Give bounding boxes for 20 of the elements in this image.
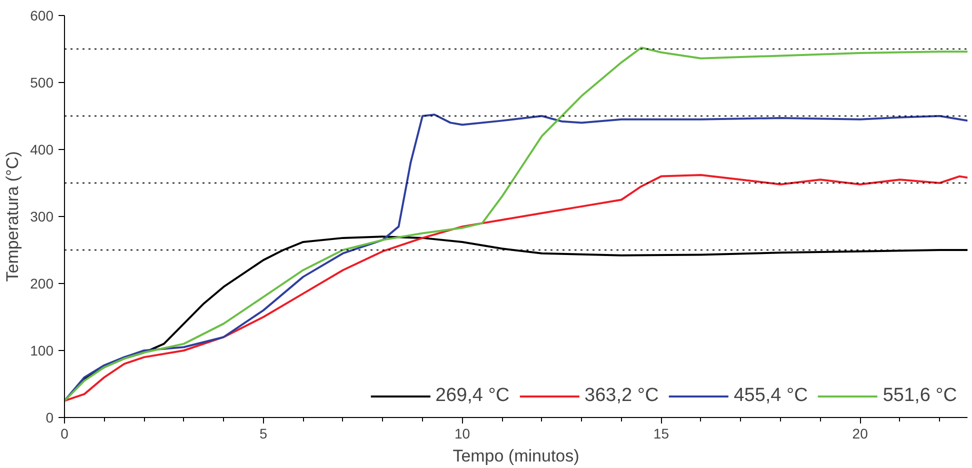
x-tick-label: 10 <box>454 426 470 442</box>
x-tick-label: 20 <box>852 426 868 442</box>
y-tick-label: 500 <box>30 74 54 90</box>
line-series <box>64 46 968 402</box>
x-tick-label: 15 <box>653 426 670 442</box>
y-tick-label: 200 <box>30 276 54 292</box>
y-axis-title: Temperatura (°C) <box>3 151 22 282</box>
legend-label: 455,4 °C <box>734 385 808 407</box>
legend-label: 551,6 °C <box>882 385 957 407</box>
line-series <box>64 174 968 402</box>
y-tick-label: 300 <box>30 208 54 224</box>
x-axis-title: Tempo (minutos) <box>452 446 580 466</box>
legend-label: 363,2 °C <box>584 385 659 407</box>
legend-label: 269,4 °C <box>435 385 510 407</box>
x-tick-label: 5 <box>260 426 268 442</box>
y-tick-label: 400 <box>30 142 54 158</box>
x-tick-label: 0 <box>60 426 69 442</box>
y-tick-label: 0 <box>46 410 54 426</box>
y-tick-label: 600 <box>30 8 54 24</box>
y-tick-label: 100 <box>30 342 54 358</box>
